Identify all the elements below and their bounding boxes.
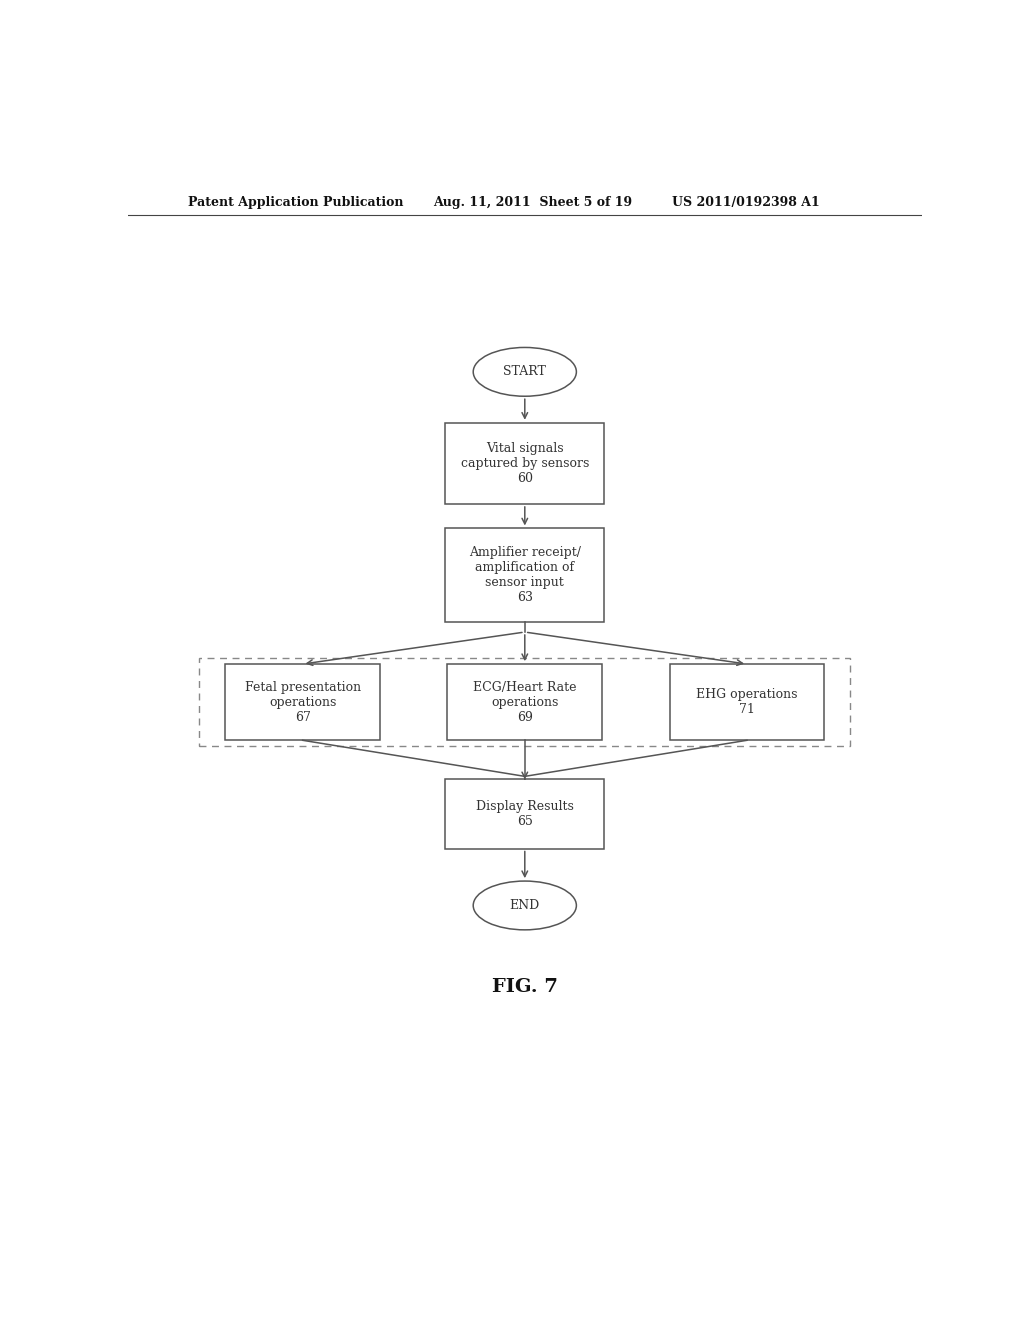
Text: Patent Application Publication: Patent Application Publication [187, 195, 403, 209]
Text: Display Results
65: Display Results 65 [476, 800, 573, 828]
Text: END: END [510, 899, 540, 912]
Text: Aug. 11, 2011  Sheet 5 of 19: Aug. 11, 2011 Sheet 5 of 19 [433, 195, 633, 209]
Text: Fetal presentation
operations
67: Fetal presentation operations 67 [245, 681, 360, 723]
Text: Vital signals
captured by sensors
60: Vital signals captured by sensors 60 [461, 442, 589, 484]
Text: EHG operations
71: EHG operations 71 [696, 688, 798, 717]
Text: FIG. 7: FIG. 7 [492, 978, 558, 995]
Text: US 2011/0192398 A1: US 2011/0192398 A1 [672, 195, 819, 209]
Text: START: START [504, 366, 546, 379]
Text: ECG/Heart Rate
operations
69: ECG/Heart Rate operations 69 [473, 681, 577, 723]
Text: Amplifier receipt/
amplification of
sensor input
63: Amplifier receipt/ amplification of sens… [469, 546, 581, 605]
